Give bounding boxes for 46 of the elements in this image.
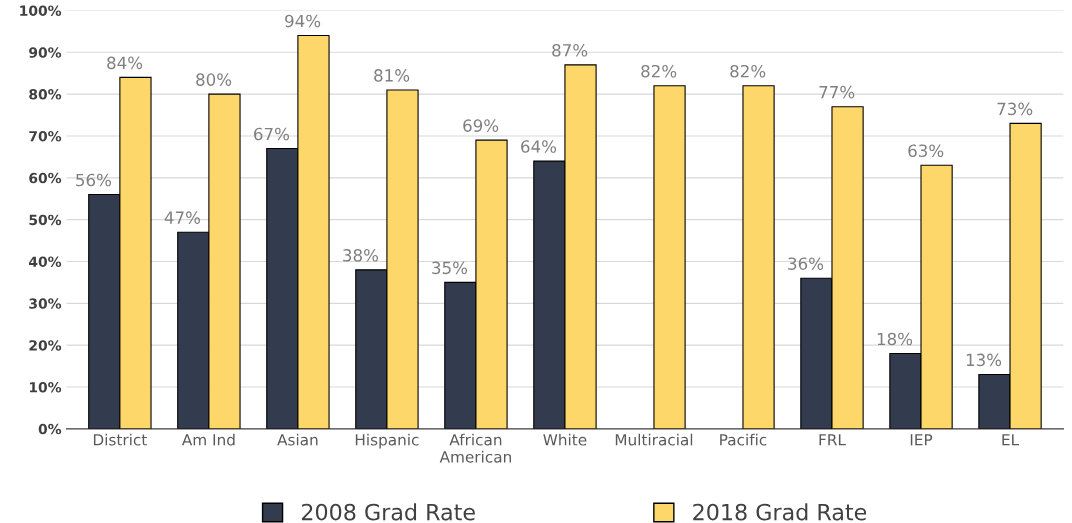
bar xyxy=(653,85,686,429)
y-tick-label: 90% xyxy=(29,47,62,58)
data-label: 63% xyxy=(908,144,944,158)
x-tick-label: Hispanic xyxy=(355,433,419,449)
data-label: 56% xyxy=(76,173,111,187)
data-label: 36% xyxy=(788,257,824,270)
data-label: 64% xyxy=(521,140,557,153)
legend-label: 2008 Grad Rate xyxy=(301,503,475,521)
x-tick-label: District xyxy=(93,433,147,446)
x-tick-label: EL xyxy=(1002,434,1020,446)
y-tick-label: 20% xyxy=(29,340,62,351)
data-label: 38% xyxy=(343,249,379,262)
data-label: 87% xyxy=(552,44,588,57)
x-tick-label: African American xyxy=(439,433,511,463)
data-label: 94% xyxy=(285,14,321,28)
x-tick-label: FRL xyxy=(819,434,846,446)
data-label: 35% xyxy=(432,261,468,275)
y-tick-label: 80% xyxy=(29,89,62,100)
x-tick-label: Multiracial xyxy=(615,433,693,446)
data-label: 67% xyxy=(254,127,290,141)
y-tick-label: 40% xyxy=(28,256,62,267)
data-label: 82% xyxy=(730,64,766,78)
data-label: 18% xyxy=(877,332,913,346)
data-label: 81% xyxy=(374,69,410,82)
bar xyxy=(742,85,775,429)
x-tick-label: IEP xyxy=(910,434,933,446)
data-label: 13% xyxy=(966,353,1002,367)
y-tick-label: 100% xyxy=(20,5,62,16)
data-label: 84% xyxy=(107,56,143,70)
legend-label: 2018 Grad Rate xyxy=(693,503,867,521)
data-label: 80% xyxy=(196,73,232,86)
data-label: 73% xyxy=(997,102,1033,116)
y-tick-label: 50% xyxy=(29,214,62,226)
y-tick-label: 0% xyxy=(38,423,62,435)
data-label: 47% xyxy=(164,211,201,224)
x-tick-label: White xyxy=(543,433,587,446)
x-tick-label: Am Ind xyxy=(181,433,235,446)
x-tick-label: Asian xyxy=(277,433,318,446)
y-tick-label: 10% xyxy=(29,381,62,393)
y-tick-label: 60% xyxy=(29,172,62,184)
y-tick-label: 70% xyxy=(29,130,62,142)
y-tick-label: 30% xyxy=(29,298,62,309)
data-label: 82% xyxy=(641,64,677,78)
x-tick-label: Pacific xyxy=(720,433,767,446)
data-label: 77% xyxy=(819,85,855,99)
data-label: 69% xyxy=(463,119,499,132)
